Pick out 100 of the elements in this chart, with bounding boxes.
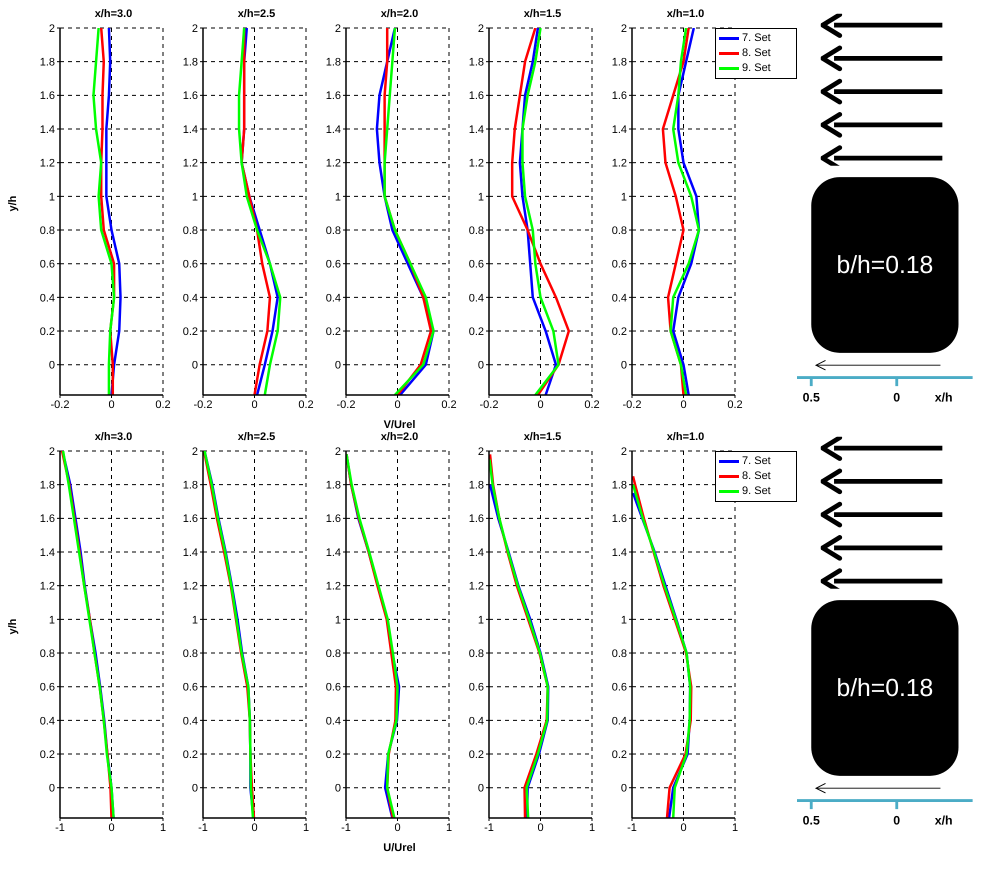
y-tick-label: 0.2 (326, 748, 341, 761)
y-tick-label: 1 (192, 191, 198, 204)
chart-title: x/h=2.5 (236, 8, 276, 22)
y-tick-label: 1.2 (40, 158, 55, 170)
legend-label: 9. Set (742, 61, 771, 76)
y-tick-label: 2 (478, 22, 484, 35)
y-tick-label: 0.4 (40, 292, 55, 304)
y-tick-label: 0.2 (182, 748, 198, 761)
x-tick-label: 0 (680, 398, 687, 411)
y-tick-label: 0.2 (468, 326, 484, 338)
y-tick-label: 0 (478, 782, 484, 795)
x-tick-label: -0.2 (194, 398, 212, 411)
y-tick-label: 0.8 (40, 648, 55, 660)
legend-label: 8. Set (742, 46, 771, 61)
y-tick-label: 1.6 (182, 513, 198, 526)
x-tick-label: 1 (302, 822, 310, 834)
x-tick-label: 0 (537, 398, 544, 411)
y-tick-label: 1.8 (40, 480, 55, 492)
text: 0.5 (802, 812, 821, 828)
chart-title: x/h=3.0 (94, 8, 134, 22)
chart-title: x/h=2.0 (380, 8, 420, 22)
y-tick-label: 1.2 (612, 158, 627, 170)
y-tick-label: 0.4 (468, 715, 484, 728)
y-tick-label: 0.6 (326, 682, 341, 694)
y-tick-label: 1.6 (40, 513, 55, 526)
y-tick-label: 2 (620, 446, 627, 458)
y-tick-label: 0 (478, 360, 484, 372)
x-axis-title: U/Urel (382, 842, 417, 854)
y-tick-label: 2 (192, 446, 198, 458)
y-tick-label: 0.8 (612, 224, 627, 237)
x-tick-label: 0.2 (155, 398, 171, 411)
x-tick-label: -0.2 (50, 398, 70, 411)
y-tick-label: 1.4 (182, 546, 198, 559)
x-tick-label: -1 (198, 822, 208, 834)
x-axis-title: V/Urel (382, 419, 416, 431)
y-tick-label: 1.6 (326, 90, 341, 102)
x-tick-label: 1 (732, 822, 738, 834)
y-tick-label: 0 (620, 360, 627, 372)
chart-title: x/h=2.0 (380, 431, 420, 445)
y-tick-label: 1.2 (468, 580, 484, 593)
y-tick-label: 1.4 (326, 546, 341, 559)
y-tick-label: 1.8 (182, 56, 198, 69)
y-tick-label: 1.8 (612, 56, 627, 69)
chart-title: x/h=2.5 (236, 431, 276, 445)
chart-title: x/h=1.5 (522, 8, 562, 22)
y-tick-label: 0.6 (468, 682, 484, 694)
y-tick-label: 0 (620, 782, 627, 795)
y-axis-title: y/h (6, 618, 19, 634)
text: x/h (934, 812, 953, 828)
y-tick-label: 1.4 (468, 546, 484, 559)
y-tick-label: 0.8 (468, 224, 484, 237)
y-tick-label: 1.8 (612, 480, 627, 492)
y-tick-label: 0.8 (612, 648, 627, 660)
x-tick-label: -0.2 (622, 398, 642, 411)
y-tick-label: 1.6 (182, 90, 198, 102)
y-tick-label: 0.4 (468, 292, 484, 304)
y-tick-label: 1.8 (182, 480, 198, 492)
y-tick-label: 0 (48, 782, 55, 795)
y-tick-label: 0.2 (468, 748, 484, 761)
chart-title: x/h=3.0 (94, 431, 134, 445)
chart-title: x/h=1.0 (666, 8, 706, 22)
y-tick-label: 1.4 (326, 124, 341, 136)
x-tick-label: 0.2 (298, 398, 314, 411)
x-tick-label: 0 (251, 398, 258, 411)
x-tick-label: 0 (108, 398, 115, 411)
y-tick-label: 0.6 (182, 682, 198, 694)
y-tick-label: 0 (192, 782, 198, 795)
y-tick-label: 2 (334, 446, 341, 458)
y-tick-label: 1.2 (326, 158, 341, 170)
x-tick-label: 1 (446, 822, 452, 834)
y-tick-label: 1.6 (40, 90, 55, 102)
y-tick-label: 1 (334, 191, 341, 204)
y-tick-label: 0.6 (40, 682, 55, 694)
y-tick-label: 0 (334, 360, 341, 372)
x-tick-label: 0 (251, 822, 258, 834)
y-tick-label: 0.2 (326, 326, 341, 338)
x-tick-label: 1 (160, 822, 166, 834)
y-tick-label: 0.4 (182, 292, 198, 304)
y-tick-label: 0.2 (612, 326, 627, 338)
y-tick-label: 1 (478, 191, 484, 204)
y-tick-label: 0.8 (182, 648, 198, 660)
y-tick-label: 1.8 (468, 480, 484, 492)
y-tick-label: 1.6 (612, 513, 627, 526)
y-tick-label: 1.2 (468, 158, 484, 170)
y-tick-label: 1 (620, 191, 627, 204)
y-tick-label: 1.4 (182, 124, 198, 136)
y-tick-label: 1.8 (468, 56, 484, 69)
y-tick-label: 0.2 (40, 326, 55, 338)
y-tick-label: 1.8 (326, 480, 341, 492)
y-tick-label: 1.4 (612, 124, 627, 136)
y-tick-label: 1.6 (612, 90, 627, 102)
y-tick-label: 1.4 (612, 546, 627, 559)
y-tick-label: 0.6 (612, 258, 627, 271)
y-tick-label: 0.8 (40, 224, 55, 237)
y-tick-label: 0.4 (612, 292, 627, 304)
y-tick-label: 1.4 (40, 546, 55, 559)
y-tick-label: 0.8 (182, 224, 198, 237)
x-tick-label: 0 (537, 822, 544, 834)
y-tick-label: 0.8 (326, 648, 341, 660)
y-tick-label: 1.6 (468, 90, 484, 102)
